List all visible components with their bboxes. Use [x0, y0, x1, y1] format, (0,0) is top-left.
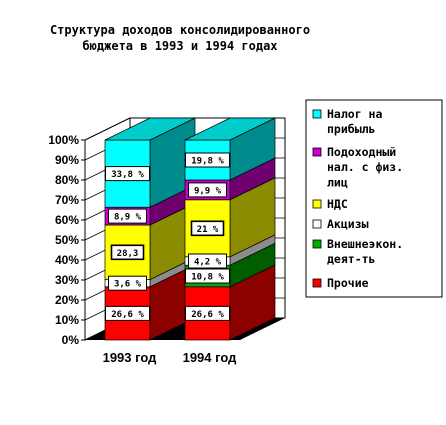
data-label-box: [185, 305, 230, 321]
data-label: 4,2 %: [188, 253, 227, 269]
legend-label: Налог на: [327, 107, 382, 121]
legend-item: Прочие: [312, 276, 369, 290]
bar-segment: [184, 177, 276, 258]
data-label-box: [188, 253, 227, 269]
y-tick-label: 20%: [55, 293, 79, 307]
y-tick-label: 80%: [55, 173, 79, 187]
x-category-label: 1993 год: [103, 350, 158, 365]
data-label-box: [105, 166, 150, 182]
legend-label: нал. с физ.: [327, 160, 403, 174]
data-label-text: 19,8 %: [191, 157, 224, 167]
bar-top: [104, 117, 196, 141]
legend-label: НДС: [327, 197, 348, 211]
legend-swatch: [312, 219, 322, 229]
data-label-text: 26,6 %: [111, 310, 144, 320]
legend-frame: [305, 99, 443, 298]
data-label-text: 4,2 %: [194, 258, 222, 268]
legend-item: Внешнеэкон.деят-ть: [312, 237, 403, 266]
y-tick-label: 30%: [55, 273, 79, 287]
y-tick-label: 90%: [55, 153, 79, 167]
legend-swatch: [312, 109, 322, 119]
data-label: 8,9 %: [108, 208, 147, 224]
legend-swatch: [312, 278, 322, 288]
legend-swatch: [312, 147, 322, 157]
data-label: 26,6 %: [185, 305, 230, 321]
data-label-text: 33,8 %: [111, 170, 144, 180]
y-tick-label: 0%: [62, 333, 80, 347]
bar-top: [184, 117, 276, 141]
data-label: 9,9 %: [188, 182, 227, 198]
data-label: 21 %: [190, 220, 225, 237]
data-label-text: 10,8 %: [191, 273, 224, 283]
chart-title: Структура доходов консолидированного бюд…: [50, 23, 310, 53]
y-tick-label: 70%: [55, 193, 79, 207]
y-tick-label: 100%: [48, 133, 79, 147]
legend-item: Акцизы: [312, 217, 369, 231]
legend-swatch: [312, 239, 322, 249]
chart-title-line-1: Структура доходов консолидированного: [50, 23, 310, 37]
chart-title-line-2: бюджета в 1993 и 1994 годах: [82, 39, 277, 53]
data-label-box: [108, 208, 147, 224]
legend-label: Акцизы: [327, 217, 369, 231]
legend-item: НДС: [312, 197, 348, 211]
data-label-text: 21 %: [197, 225, 219, 235]
x-category-label: 1994 год: [183, 350, 238, 365]
y-tick-label: 10%: [55, 313, 79, 327]
data-label: 26,6 %: [105, 305, 150, 321]
data-label-box: [110, 244, 145, 261]
data-label-text: 9,9 %: [194, 186, 222, 196]
y-axis: 0% 10% 20% 30% 40% 50% 60% 70% 80% 90% 100%: [48, 133, 86, 347]
data-label: 28,3: [110, 244, 145, 261]
data-label-box: [190, 220, 225, 237]
y-tick-label: 50%: [55, 233, 79, 247]
data-label-box: [185, 152, 230, 168]
legend-label: лиц: [327, 175, 348, 189]
data-label-text: 26,6 %: [191, 310, 224, 320]
bars: 26,6 % 3,6 % 28,3 8,9 % 33,8 % 26,6 % 10,8 % 4,…: [104, 117, 276, 341]
data-label: 33,8 %: [105, 166, 150, 182]
legend-label: Внешнеэкон.: [327, 237, 403, 251]
data-label-text: 3,6 %: [114, 280, 142, 290]
legend-swatch: [312, 199, 322, 209]
data-label-text: 28,3: [117, 249, 139, 259]
data-label-box: [185, 268, 230, 284]
legend-label: Подоходный: [327, 145, 396, 159]
y-tick-label: 60%: [55, 213, 79, 227]
data-label-box: [105, 305, 150, 321]
data-label: 3,6 %: [108, 275, 147, 291]
data-label-text: 8,9 %: [114, 213, 142, 223]
legend-label: Прочие: [327, 276, 369, 290]
data-label-box: [188, 182, 227, 198]
y-tick-label: 40%: [55, 253, 79, 267]
data-label: 10,8 %: [185, 268, 230, 284]
legend-label: прибыль: [327, 122, 375, 136]
x-axis: 1993 год 1994 год: [103, 350, 238, 365]
data-label-box: [108, 275, 147, 291]
legend-label: деят-ть: [327, 252, 375, 266]
data-label: 19,8 %: [185, 152, 230, 168]
